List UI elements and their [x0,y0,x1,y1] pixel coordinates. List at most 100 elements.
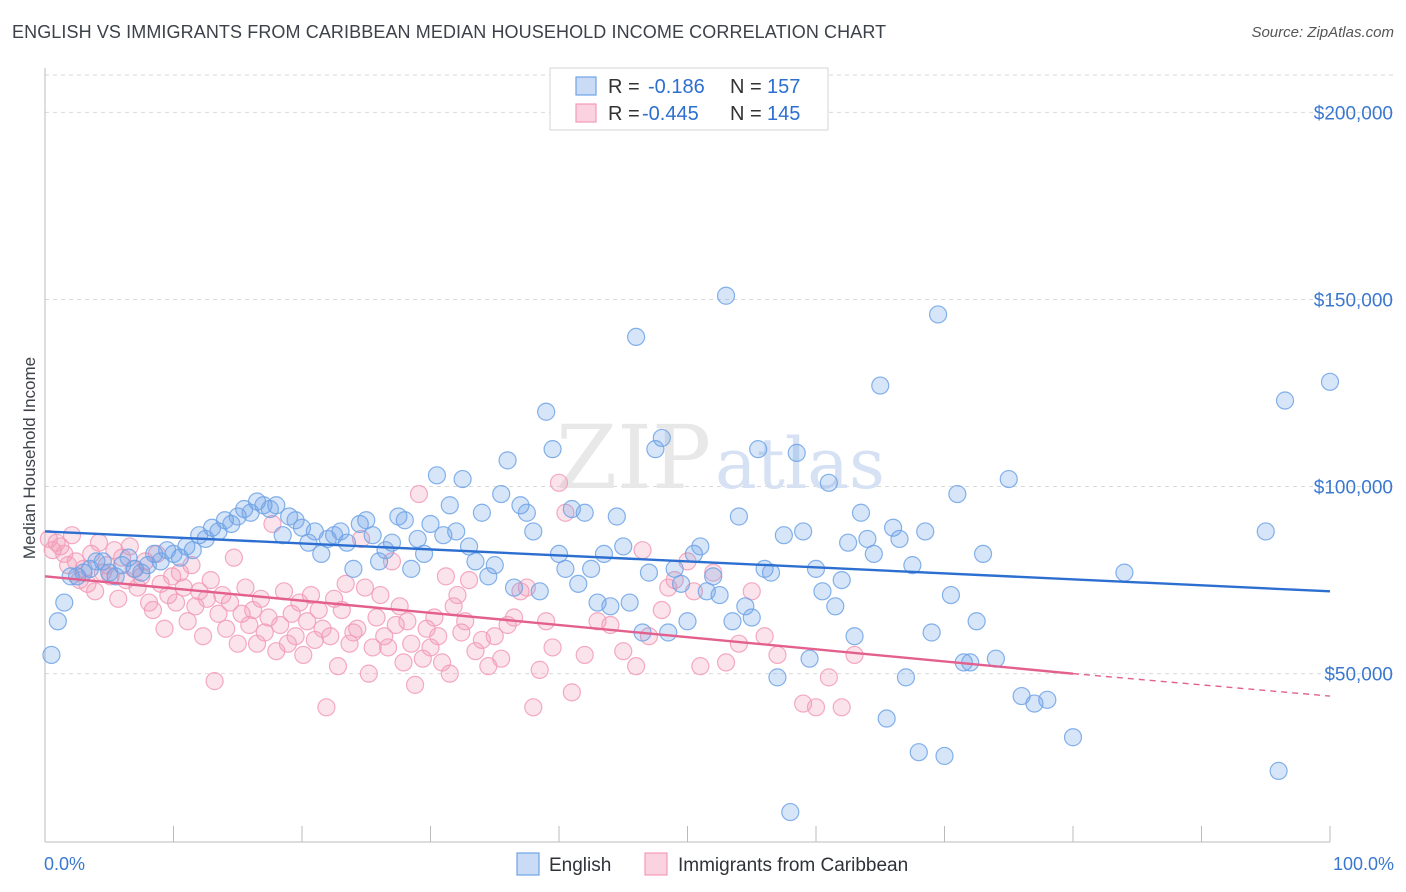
english-point [671,574,691,593]
english-point [819,473,838,492]
caribbean-point [390,597,409,616]
caribbean-point [367,608,386,627]
english-point [768,668,787,687]
caribbean-point [832,698,851,717]
english-point [704,567,723,586]
caribbean-point [537,612,556,631]
english-point [601,597,620,616]
english-point [427,466,447,485]
english-point [858,529,877,549]
caribbean-point [845,645,864,665]
english-point [93,552,112,571]
english-point [569,574,588,593]
english-point [871,376,890,395]
caribbean-point [159,585,178,605]
english-point [55,593,74,612]
caribbean-point [394,653,413,672]
english-point [466,552,485,571]
english-point [363,526,382,545]
legend-swatch-english [575,76,597,96]
english-point [119,548,138,567]
english-point [1269,761,1288,781]
caribbean-point [201,570,220,590]
english-point [806,559,826,578]
bottom-legend: English Immigrants from Caribbean [516,852,908,876]
caribbean-point [166,593,186,612]
caribbean-point [105,541,124,560]
caribbean-point [109,589,128,608]
caribbean-point [371,585,390,605]
caribbean-point [352,529,371,549]
english-point [948,484,967,504]
x-tick-label-min: 0.0% [44,854,85,874]
english-point [421,514,440,534]
english-point [344,559,363,578]
caribbean-point [128,578,147,597]
caribbean-point [386,615,405,635]
caribbean-point [193,627,213,646]
english-point [626,327,646,347]
caribbean-point [348,619,367,638]
english-point [453,469,472,489]
english-point [440,496,459,515]
english-point [716,286,736,305]
english-point [511,496,530,515]
english-point [582,559,601,578]
caribbean-point [294,645,313,665]
english-point [620,593,639,612]
english-point [967,612,986,631]
english-point [408,529,427,549]
english-point [639,563,659,582]
legend-n-label-english: N = [730,76,762,98]
caribbean-point [209,604,228,623]
english-point [646,440,665,459]
english-point [543,440,562,459]
english-point [485,556,504,575]
english-point [479,567,498,586]
caribbean-point [224,548,243,567]
english-point [594,544,614,564]
watermark: ZIP atlas [556,406,885,509]
caribbean-point [313,619,332,638]
caribbean-point [614,642,633,661]
english-point [813,582,832,601]
english-point [999,469,1018,489]
english-point [87,552,106,571]
english-point [556,559,575,578]
caribbean-point [174,578,193,597]
caribbean-point [86,582,105,601]
english-point [935,746,954,766]
english-point [742,608,761,627]
english-point [659,623,678,642]
watermark-zip: ZIP [556,406,711,509]
caribbean-point [768,645,787,665]
legend-r-label-english: R = [608,76,640,98]
caribbean-point [398,612,417,631]
english-point [883,518,903,537]
caribbean-point [321,627,340,646]
x-tick-label-max: 100.0% [1333,854,1394,874]
caribbean-point [575,645,594,665]
caribbean-point [633,541,652,560]
legend-r-value-caribbean: -0.445 [642,103,699,125]
legend-swatch-caribbean [575,103,597,123]
y-tick-labels: $50,000 $100,000 $150,000 $200,000 [1314,103,1393,685]
caribbean-point [378,638,398,657]
english-point [517,503,536,522]
y-axis-label: Median Household Income [20,357,39,559]
caribbean-point [448,585,467,605]
legend-r-value-english: -0.186 [648,76,705,98]
caribbean-point [452,623,471,642]
english-point [370,552,389,571]
caribbean-point [530,660,549,679]
caribbean-point [652,600,671,620]
bottom-legend-label-caribbean: Immigrants from Caribbean [678,855,908,876]
caribbean-point [301,585,321,605]
english-point [498,451,517,470]
legend-n-label-caribbean: N = [730,103,762,125]
trend-lines [44,530,1331,697]
y-tick-label: $200,000 [1314,103,1393,124]
caribbean-point [459,570,479,590]
english-point [916,522,935,541]
english-point [472,503,491,522]
